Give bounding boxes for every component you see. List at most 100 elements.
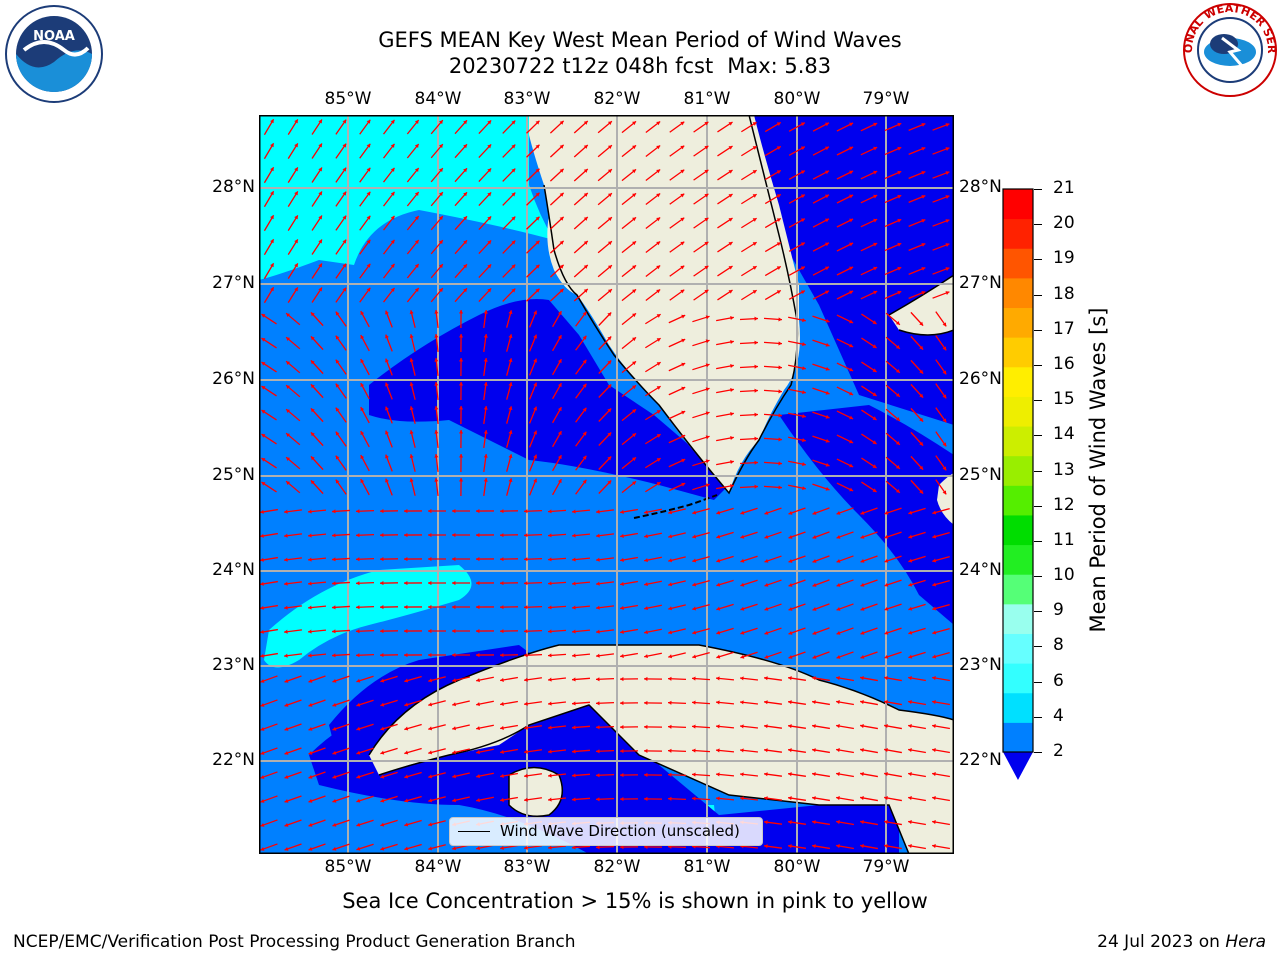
wind-wave-arrowhead	[366, 191, 371, 196]
wind-wave-arrowhead	[632, 289, 637, 294]
wind-wave-arrowhead	[860, 724, 864, 729]
wind-wave-arrowhead	[778, 437, 782, 442]
wind-wave-arrowhead	[428, 798, 433, 803]
wind-wave-arrowhead	[764, 676, 768, 681]
wind-wave-arrowhead	[730, 411, 734, 417]
wind-wave-arrowhead	[884, 772, 888, 777]
wind-wave-arrowhead	[508, 430, 513, 435]
wind-wave-arrowhead	[261, 386, 266, 390]
wind-wave-arrowhead	[932, 606, 937, 611]
wind-wave-arrowhead	[463, 216, 467, 221]
wind-wave-arrowhead	[692, 510, 697, 515]
wind-wave-arrowhead	[812, 820, 816, 825]
national-weather-service-logo: NATIONAL WEATHER SERVICE	[1180, 0, 1278, 97]
wind-wave-arrowhead	[583, 169, 588, 173]
wind-wave-arrowhead	[836, 748, 840, 753]
colorbar-tick-label: 2	[1053, 741, 1064, 761]
wind-wave-arrowhead	[332, 653, 336, 658]
wind-wave-arrowhead	[524, 581, 528, 586]
wind-wave-arrowhead	[308, 557, 312, 562]
wind-wave-arrowhead	[681, 386, 686, 391]
wind-wave-arrowhead	[754, 484, 758, 489]
legend-label: Wind Wave Direction (unscaled)	[500, 822, 740, 840]
wind-wave-arrowhead	[873, 146, 878, 151]
wind-wave-arrowhead	[524, 797, 528, 802]
wind-wave-arrowhead	[778, 461, 782, 466]
wind-wave-arrowhead	[335, 359, 340, 364]
wind-wave-arrowhead	[740, 796, 744, 801]
wind-wave-arrowhead	[533, 358, 538, 363]
wind-wave-arrowhead	[656, 265, 661, 270]
wind-wave-arrowhead	[824, 194, 829, 199]
wind-wave-arrowhead	[812, 534, 817, 539]
wind-wave-arrowhead	[607, 312, 612, 317]
wind-wave-arrowhead	[284, 581, 288, 586]
wind-wave-arrowhead	[932, 820, 936, 825]
wind-wave-arrowhead	[812, 582, 817, 587]
wind-wave-arrowhead	[716, 582, 721, 587]
wind-wave-arrowhead	[849, 391, 854, 396]
wind-wave-arrowhead	[390, 167, 395, 172]
wind-wave-arrowhead	[884, 558, 889, 563]
wind-wave-arrowhead	[788, 510, 793, 515]
wind-wave-arrowhead	[632, 337, 636, 342]
wind-wave-arrowhead	[644, 700, 648, 705]
wind-wave-arrowhead	[632, 433, 636, 438]
wind-wave-arrowhead	[908, 772, 912, 777]
wind-wave-arrowhead	[500, 677, 504, 682]
wind-wave-arrowhead	[380, 533, 384, 538]
wind-wave-arrowhead	[607, 432, 612, 437]
wind-wave-arrowhead	[294, 191, 298, 196]
wind-wave-arrowhead	[704, 241, 709, 246]
wind-wave-arrowhead	[849, 266, 854, 271]
wind-wave-arrowhead	[824, 146, 829, 151]
wind-wave-arrowhead	[452, 774, 457, 779]
wind-wave-arrowhead	[414, 263, 419, 268]
wind-wave-arrowhead	[812, 630, 817, 635]
wind-wave-arrowhead	[332, 509, 336, 514]
wind-wave-arrowhead	[284, 605, 288, 610]
wind-wave-arrowhead	[812, 844, 816, 849]
wind-wave-arrowhead	[452, 652, 456, 658]
wind-wave-arrowhead	[342, 167, 347, 172]
wind-wave-arrowhead	[332, 702, 337, 707]
wind-wave-arrowhead	[390, 215, 395, 220]
wind-wave-arrowhead	[458, 310, 464, 314]
wind-wave-arrowhead	[812, 796, 816, 801]
wind-wave-arrowhead	[668, 724, 672, 729]
lon-tick-top: 83°W	[503, 89, 551, 109]
wind-wave-arrowhead	[356, 605, 360, 610]
wind-wave-arrowhead	[908, 510, 913, 515]
wind-wave-arrowhead	[776, 146, 781, 150]
wind-wave-arrowhead	[872, 416, 877, 420]
wind-wave-arrowhead	[511, 288, 516, 293]
wind-wave-arrowhead	[390, 263, 395, 268]
wind-wave-arrowhead	[764, 654, 769, 659]
wind-wave-arrowhead	[332, 581, 336, 586]
wind-wave-arrowhead	[342, 191, 347, 196]
wind-wave-arrowhead	[380, 629, 384, 634]
wind-wave-arrowhead	[849, 218, 854, 223]
wind-wave-arrowhead	[380, 774, 385, 779]
wind-wave-arrowhead	[548, 845, 552, 850]
wind-wave-arrowhead	[716, 748, 720, 753]
wind-wave-arrowhead	[559, 192, 564, 197]
colorbar-tick-mark	[1034, 540, 1042, 542]
wind-wave-arrowhead	[836, 558, 841, 563]
colorbar-tick-label: 16	[1053, 353, 1075, 374]
lon-tick-top: 80°W	[773, 89, 821, 109]
wind-wave-arrowhead	[607, 408, 612, 413]
lon-tick-top: 79°W	[862, 89, 910, 109]
wind-wave-arrowhead	[942, 466, 947, 471]
wind-wave-arrowhead	[366, 215, 371, 220]
wind-wave-arrowhead	[380, 557, 384, 562]
wind-wave-arrowhead	[557, 311, 562, 316]
wind-wave-arrowhead	[802, 390, 806, 395]
wind-wave-arrowhead	[557, 359, 562, 364]
wind-wave-arrowhead	[800, 122, 805, 127]
wind-wave-arrowhead	[572, 749, 576, 754]
land-bahamas-andros	[937, 473, 954, 525]
wind-wave-arrowhead	[409, 310, 414, 315]
wind-wave-arrowhead	[919, 393, 924, 398]
wind-wave-arrowhead	[596, 629, 600, 634]
